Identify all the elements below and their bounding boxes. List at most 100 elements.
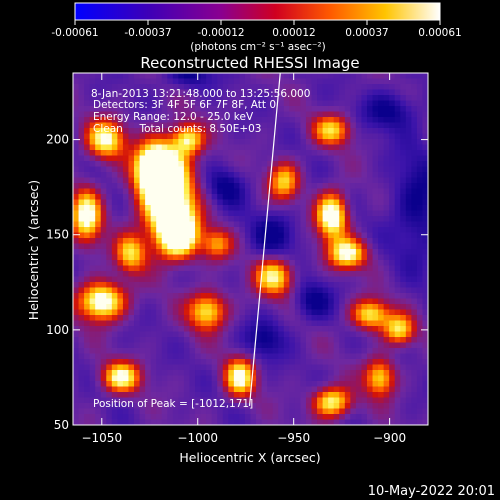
heatmap-cell [339, 337, 346, 344]
heatmap-cell [317, 221, 324, 228]
heatmap-cell [195, 95, 202, 102]
heatmap-cell [333, 309, 340, 316]
heatmap-cell [389, 287, 396, 294]
heatmap-cell [128, 276, 135, 283]
heatmap-cell [355, 337, 363, 344]
heatmap-cell [211, 188, 218, 195]
heatmap-cell [206, 227, 213, 234]
heatmap-cell [128, 144, 135, 151]
heatmap-cell [78, 95, 85, 102]
heatmap-cell [300, 276, 307, 283]
heatmap-cell [416, 89, 424, 96]
heatmap-cell [311, 210, 318, 217]
heatmap-cell [328, 403, 335, 410]
heatmap-cell [394, 205, 401, 212]
heatmap-cell [84, 331, 91, 338]
heatmap-cell [378, 359, 385, 366]
heatmap-cell [333, 183, 340, 190]
heatmap-cell [206, 320, 213, 327]
heatmap-cell [222, 89, 229, 96]
heatmap-cell [172, 254, 179, 261]
heatmap-cell [394, 287, 401, 294]
heatmap-cell [422, 73, 428, 80]
heatmap-cell [256, 276, 263, 283]
heatmap-cell [305, 100, 313, 107]
heatmap-cell [244, 238, 252, 245]
heatmap-cell [172, 166, 179, 173]
heatmap-cell [328, 238, 335, 245]
heatmap-cell [350, 276, 357, 283]
heatmap-cell [317, 287, 324, 294]
heatmap-cell [200, 249, 207, 256]
heatmap-cell [372, 73, 379, 80]
heatmap-cell [244, 73, 252, 80]
heatmap-cell [145, 287, 152, 294]
heatmap-cell [228, 397, 235, 404]
heatmap-cell [261, 304, 268, 311]
heatmap-cell [278, 95, 285, 102]
heatmap-cell [206, 194, 213, 201]
heatmap-cell [122, 326, 130, 333]
heatmap-cell [156, 309, 163, 316]
heatmap-cell [372, 331, 379, 338]
heatmap-cell [311, 78, 318, 85]
heatmap-cell [355, 353, 363, 360]
heatmap-cell [378, 166, 385, 173]
heatmap-cell [372, 122, 379, 129]
heatmap-cell [183, 144, 191, 151]
heatmap-cell [122, 73, 130, 80]
heatmap-cell [139, 353, 146, 360]
heatmap-cell [328, 128, 335, 135]
heatmap-cell [416, 232, 424, 239]
heatmap-cell [139, 364, 146, 371]
heatmap-cell [333, 227, 340, 234]
heatmap-cell [300, 320, 307, 327]
heatmap-cell [100, 348, 107, 355]
heatmap-cell [361, 392, 368, 399]
heatmap-cell [78, 243, 85, 250]
heatmap-cell [378, 216, 385, 223]
heatmap-cell [84, 375, 91, 382]
heatmap-cell [416, 364, 424, 371]
heatmap-cell [128, 309, 135, 316]
heatmap-cell [322, 166, 329, 173]
heatmap-cell [206, 232, 213, 239]
heatmap-cell [311, 106, 318, 113]
heatmap-cell [100, 238, 107, 245]
heatmap-cell [111, 139, 118, 146]
heatmap-cell [100, 293, 107, 300]
heatmap-cell [84, 78, 91, 85]
heatmap-cell [355, 414, 363, 421]
heatmap-cell [134, 238, 141, 245]
heatmap-cell [328, 304, 335, 311]
heatmap-cell [372, 243, 379, 250]
heatmap-cell [139, 326, 146, 333]
heatmap-cell [344, 210, 351, 217]
heatmap-cell [217, 177, 224, 184]
heatmap-cell [217, 386, 224, 393]
heatmap-cell [195, 155, 202, 162]
heatmap-cell [206, 293, 213, 300]
heatmap-cell [233, 166, 241, 173]
heatmap-cell [189, 249, 196, 256]
heatmap-cell [416, 117, 424, 124]
heatmap-cell [261, 353, 268, 360]
heatmap-cell [100, 419, 107, 425]
heatmap-cell [183, 89, 191, 96]
heatmap-cell [267, 331, 274, 338]
heatmap-cell [178, 287, 185, 294]
heatmap-cell [200, 293, 207, 300]
heatmap-cell [300, 298, 307, 305]
heatmap-cell [261, 271, 268, 278]
heatmap-cell [195, 298, 202, 305]
heatmap-cell [311, 326, 318, 333]
heatmap-cell [161, 375, 168, 382]
heatmap-cell [272, 392, 279, 399]
heatmap-cell [405, 276, 412, 283]
heatmap-cell [183, 199, 191, 206]
heatmap-cell [84, 227, 91, 234]
heatmap-cell [305, 177, 313, 184]
heatmap-cell [156, 249, 163, 256]
heatmap-cell [106, 254, 113, 261]
heatmap-cell [300, 260, 307, 267]
